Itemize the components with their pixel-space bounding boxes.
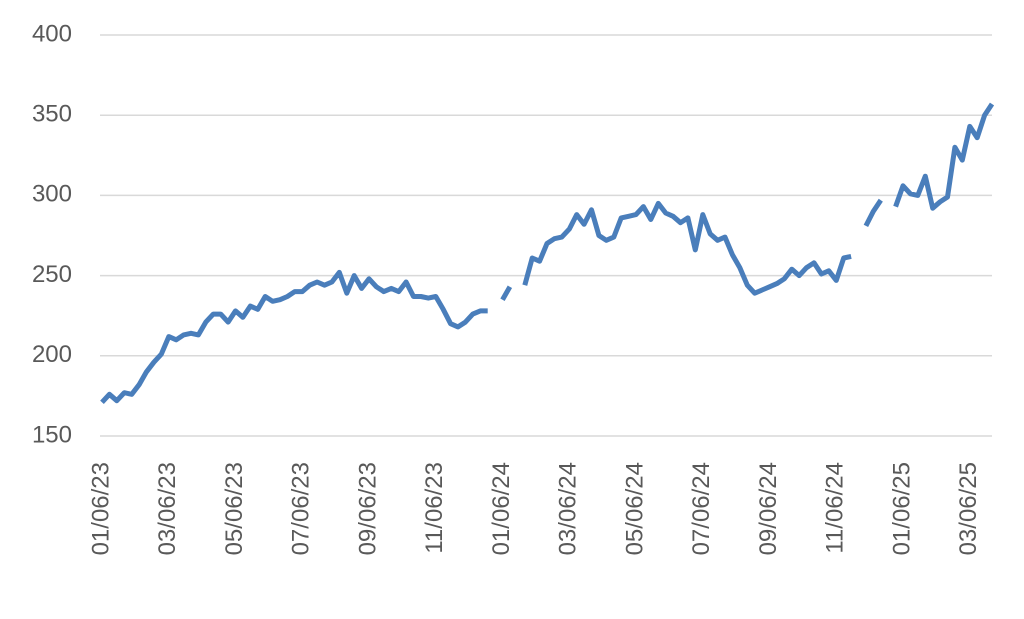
- y-tick-label: 300: [32, 181, 72, 208]
- x-tick-label: 07/06/24: [688, 462, 715, 555]
- x-tick-label: 07/06/23: [288, 462, 315, 555]
- y-tick-label: 400: [32, 20, 72, 47]
- x-tick-label: 05/06/24: [621, 462, 648, 555]
- x-tick-label: 09/06/24: [755, 462, 782, 555]
- x-tick-label: 09/06/23: [354, 462, 381, 555]
- x-tick-label: 11/06/24: [822, 462, 849, 554]
- x-tick-label: 03/06/25: [955, 462, 982, 555]
- x-tick-label: 01/06/24: [488, 462, 515, 555]
- x-tick-label: 03/06/24: [555, 462, 582, 555]
- y-tick-label: 150: [32, 421, 72, 448]
- y-tick-label: 350: [32, 101, 72, 128]
- y-tick-label: 200: [32, 341, 72, 368]
- x-tick-label: 01/06/25: [888, 462, 915, 555]
- x-tick-label: 03/06/23: [154, 462, 181, 555]
- y-tick-label: 250: [32, 261, 72, 288]
- x-tick-label: 05/06/23: [221, 462, 248, 555]
- data-line: [100, 102, 995, 404]
- x-tick-label: 01/06/23: [87, 462, 114, 555]
- x-tick-label: 11/06/23: [421, 462, 448, 554]
